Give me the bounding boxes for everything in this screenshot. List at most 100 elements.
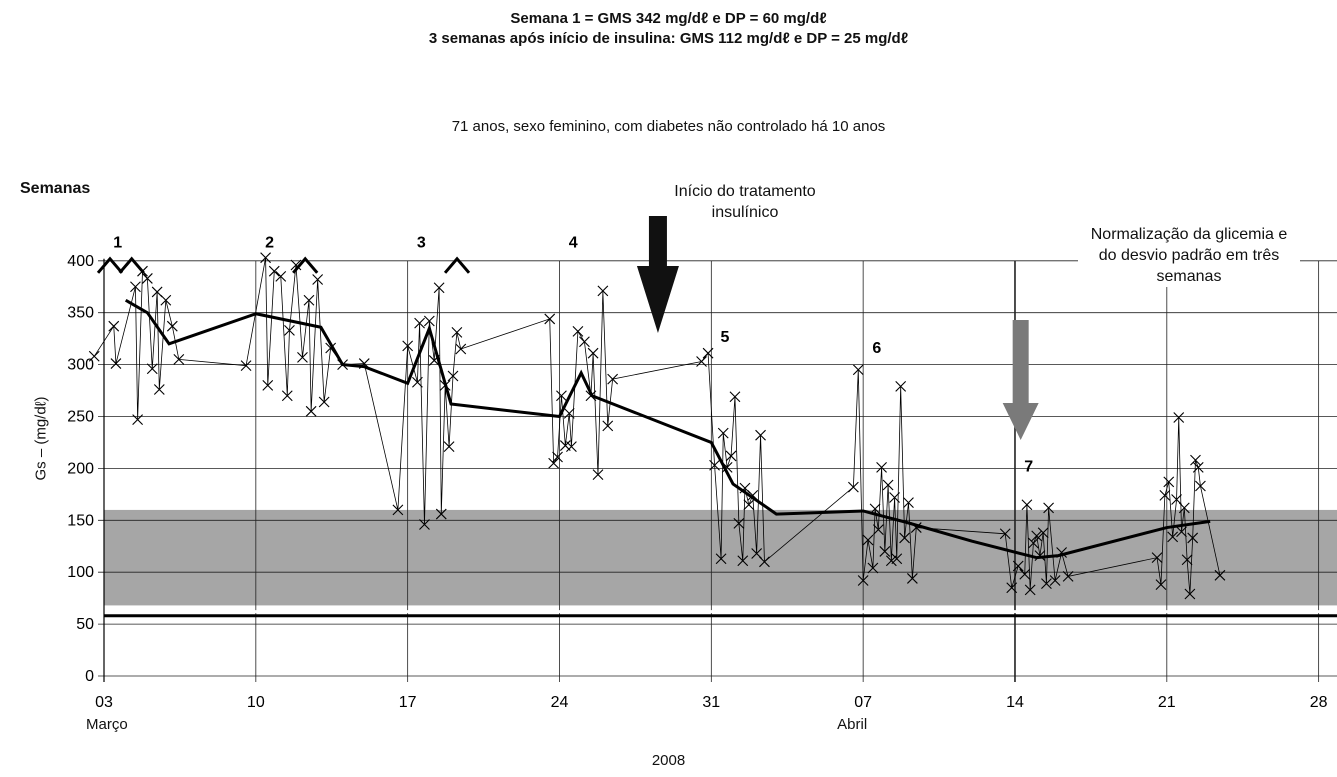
reading-point: [1006, 582, 1018, 594]
x-tick-label: 07: [854, 694, 872, 711]
reading-point: [544, 313, 556, 325]
reading-point: [755, 429, 766, 441]
y-tick-label: 0: [85, 668, 94, 685]
reading-point: [297, 351, 308, 363]
reading-point: [173, 354, 185, 365]
reading-point: [715, 553, 727, 565]
reading-point: [1159, 489, 1171, 501]
offscale-marker: [96, 256, 124, 274]
week-marker: 7: [1024, 459, 1033, 476]
x-tick-label: 28: [1310, 694, 1328, 711]
reading-point: [305, 405, 317, 417]
reading-point: [563, 407, 575, 419]
readings-layer: [88, 252, 1226, 600]
reading-point: [566, 441, 577, 452]
week-marker: 4: [569, 234, 578, 251]
y-tick-label: 400: [67, 253, 94, 270]
y-tick-label: 50: [76, 616, 94, 633]
reading-point: [872, 524, 884, 536]
reading-point: [268, 265, 280, 277]
offscale-marker: [443, 256, 471, 274]
reading-point: [1021, 499, 1033, 511]
week-marker: 3: [417, 234, 426, 251]
reading-point: [423, 315, 435, 327]
reading-point: [153, 384, 165, 395]
reading-point: [1173, 412, 1185, 423]
y-tick-label: 150: [67, 512, 94, 529]
reading-point: [759, 556, 770, 568]
reading-point: [1028, 537, 1039, 549]
y-tick-label: 100: [67, 564, 94, 581]
reading-point: [1151, 552, 1163, 564]
y-tick-label: 350: [67, 305, 94, 322]
reading-point: [572, 325, 584, 337]
reading-point: [447, 370, 459, 382]
reading-point: [1163, 476, 1175, 488]
reading-point: [451, 327, 463, 338]
reading-point: [419, 519, 430, 530]
chart-title-line1: Semana 1 = GMS 342 mg/dℓ e DP = 60 mg/dℓ: [510, 10, 827, 27]
reading-point: [999, 528, 1011, 540]
reading-point: [443, 441, 455, 452]
reading-point: [414, 317, 425, 329]
reading-point: [402, 340, 414, 352]
reading-point: [702, 347, 714, 359]
reading-point: [696, 356, 707, 367]
week-marker: 6: [872, 340, 881, 357]
trend-layer: [124, 298, 1211, 560]
reading-point: [733, 518, 745, 529]
reading-point: [151, 286, 163, 298]
reading-point: [889, 492, 900, 503]
reading-point: [110, 358, 122, 369]
offscale-marker: [292, 256, 319, 274]
reading-point: [412, 376, 423, 388]
reading-point: [262, 379, 274, 391]
offscale-marker: [118, 256, 145, 274]
reading-point: [857, 575, 869, 586]
reading-point: [284, 324, 295, 336]
reading-point: [1043, 502, 1054, 514]
annotation-normalization: Normalização da glicemia e do desvio pad…: [1078, 224, 1300, 287]
reading-point: [260, 252, 271, 264]
reading-point: [166, 320, 178, 332]
reading-point: [1184, 588, 1196, 600]
reading-point: [725, 450, 737, 462]
y-tick-label: 300: [67, 357, 94, 374]
y-axis-label: Gs – (mg/dℓ): [32, 396, 50, 481]
reading-point: [1187, 532, 1199, 544]
reading-point: [548, 457, 560, 469]
reading-point: [240, 360, 252, 372]
reading-point: [435, 508, 447, 520]
week-marker: 2: [265, 234, 274, 251]
reading-point: [597, 285, 609, 297]
reading-point: [729, 391, 741, 403]
month-label-marco: Março: [86, 716, 128, 733]
reading-point: [1214, 569, 1226, 581]
y-tick-label: 200: [67, 460, 94, 477]
reading-point: [602, 420, 614, 432]
reading-point: [303, 294, 315, 306]
reading-point: [1062, 570, 1074, 582]
reading-point: [867, 562, 879, 574]
annotation-insulin-start: Início do tratamento insulínico: [674, 183, 816, 221]
normalization-arrow: [1002, 320, 1039, 440]
reading-point: [318, 396, 330, 408]
reading-point: [899, 532, 910, 544]
reading-point: [737, 555, 749, 567]
trend-line: [124, 298, 1211, 560]
reading-point: [88, 350, 100, 362]
grid-layer: [98, 260, 1337, 682]
chart-subtitle: 71 anos, sexo feminino, com diabetes não…: [451, 118, 886, 135]
y-tick-label: 250: [67, 409, 94, 426]
reading-point: [312, 274, 324, 285]
reading-point: [132, 414, 144, 426]
reading-point: [903, 497, 914, 509]
reading-point: [882, 479, 894, 491]
reading-point: [392, 504, 404, 516]
reading-point: [879, 546, 891, 557]
reading-point: [1031, 530, 1043, 542]
reading-point: [130, 281, 141, 293]
reading-point: [275, 270, 287, 282]
axes-layer: 0 50 100 150 200 250 300 350 400 03 10 17 24 31 07 14 21…: [67, 253, 1327, 711]
